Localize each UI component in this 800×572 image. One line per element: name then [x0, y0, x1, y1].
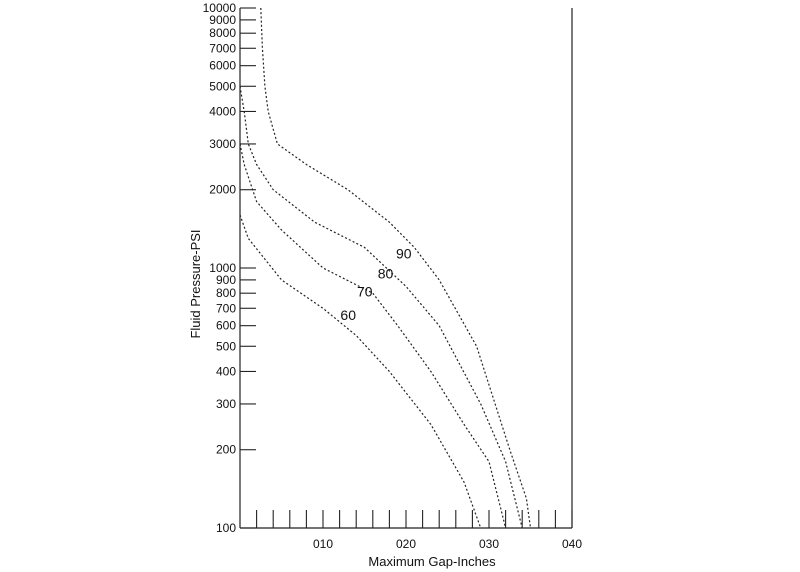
- x-axis-title: Maximum Gap-Inches: [368, 554, 496, 569]
- y-axis-title: Fluid Pressure-PSI: [188, 229, 203, 338]
- x-tick-label: 030: [479, 537, 499, 551]
- axis-ticks: [240, 7, 573, 529]
- y-tick-label: 9000: [209, 13, 236, 27]
- y-tick-label: 200: [216, 443, 236, 457]
- curve-lines: [239, 7, 532, 529]
- series-90-label: 90: [396, 245, 412, 261]
- y-tick-label: 5000: [209, 79, 236, 93]
- y-tick-label: 700: [216, 301, 236, 315]
- y-tick-label: 500: [216, 339, 236, 353]
- y-tick-label: 3000: [209, 137, 236, 151]
- x-tick-label: 020: [396, 537, 416, 551]
- y-tick-label: 1000: [209, 261, 236, 275]
- y-tick-label: 100: [216, 521, 236, 535]
- y-tick-label: 4000: [209, 104, 236, 118]
- series-60-line: [239, 214, 482, 529]
- x-tick-label: 010: [313, 537, 333, 551]
- y-tick-label: 600: [216, 319, 236, 333]
- y-tick-label: 6000: [209, 59, 236, 73]
- x-tick-label: 040: [562, 537, 582, 551]
- series-90-line: [260, 7, 532, 529]
- y-tick-label: 8000: [209, 26, 236, 40]
- series-70-line: [239, 143, 507, 529]
- y-tick-label: 400: [216, 364, 236, 378]
- y-tick-label: 2000: [209, 183, 236, 197]
- y-tick-label: 7000: [209, 41, 236, 55]
- series-60-label: 60: [340, 307, 356, 323]
- series-80-label: 80: [378, 265, 394, 281]
- series-70-label: 70: [357, 283, 373, 299]
- y-tick-label: 800: [216, 286, 236, 300]
- y-tick-label: 300: [216, 397, 236, 411]
- series-80-line: [239, 86, 523, 529]
- y-tick-label: 900: [216, 273, 236, 287]
- y-tick-label: 10000: [203, 1, 237, 15]
- chart-frame: [239, 8, 573, 529]
